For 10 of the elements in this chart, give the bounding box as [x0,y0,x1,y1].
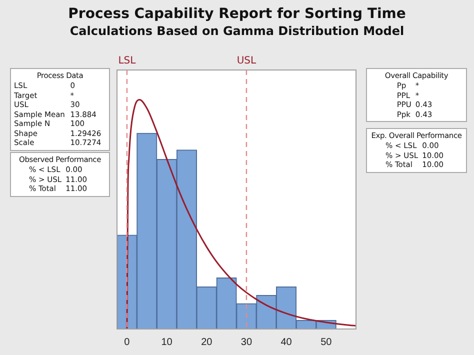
ref-line-label: USL [236,56,256,67]
chart-subtitle: Calculations Based on Gamma Distribution Model [68,24,406,38]
x-tick-label: 40 [280,336,292,348]
x-tick-label: 30 [240,336,252,348]
x-tick-label: 50 [320,336,332,348]
ref-line-label: LSL [118,56,136,67]
chart-title: Process Capability Report for Sorting Time [67,6,407,22]
x-tick-label: 10 [161,336,173,348]
x-tick-label: 20 [201,336,213,348]
x-tick-label: 0 [124,336,130,348]
